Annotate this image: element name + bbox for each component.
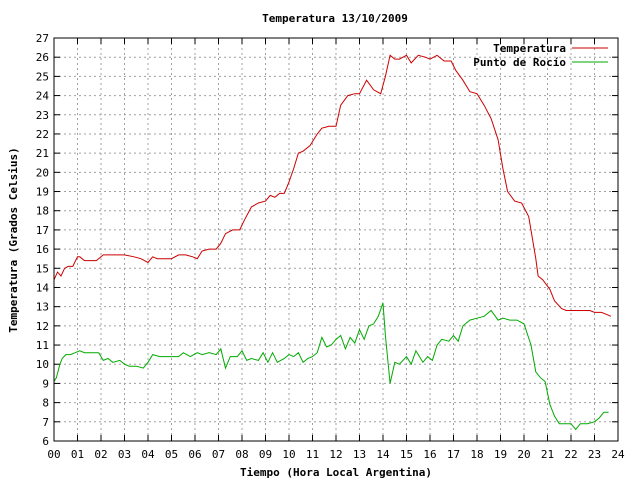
y-axis-label: Temperatura (Grados Celsius) [7, 147, 20, 332]
y-tick-label: 21 [36, 147, 49, 160]
y-tick-label: 23 [36, 109, 49, 122]
x-tick-label: 00 [47, 448, 60, 461]
chart-title: Temperatura 13/10/2009 [262, 12, 408, 25]
x-axis-label: Tiempo (Hora Local Argentina) [240, 466, 432, 479]
x-tick-label: 19 [494, 448, 507, 461]
y-tick-label: 8 [42, 397, 49, 410]
x-tick-label: 22 [564, 448, 577, 461]
x-tick-label: 24 [611, 448, 625, 461]
x-tick-label: 02 [94, 448, 107, 461]
legend-label: Temperatura [493, 42, 566, 55]
x-tick-label: 16 [423, 448, 436, 461]
x-tick-label: 09 [259, 448, 272, 461]
y-tick-label: 26 [36, 51, 49, 64]
y-tick-label: 9 [42, 377, 49, 390]
x-tick-label: 21 [541, 448, 554, 461]
y-tick-label: 24 [36, 90, 50, 103]
x-tick-label: 01 [71, 448, 84, 461]
x-tick-label: 12 [329, 448, 342, 461]
y-tick-label: 20 [36, 166, 49, 179]
legend-label: Punto de Rocío [473, 56, 566, 69]
x-tick-label: 08 [235, 448, 248, 461]
series-lines [53, 54, 612, 431]
series-line-temperatura [53, 54, 612, 317]
y-tick-label: 22 [36, 128, 49, 141]
y-tick-label: 27 [36, 32, 49, 45]
x-tick-label: 04 [141, 448, 155, 461]
x-tick-label: 13 [353, 448, 366, 461]
y-tick-label: 6 [42, 435, 49, 448]
y-tick-label: 12 [36, 320, 49, 333]
y-tick-label: 13 [36, 301, 49, 314]
x-tick-label: 03 [118, 448, 131, 461]
y-tick-label: 14 [36, 281, 50, 294]
y-tick-label: 11 [36, 339, 49, 352]
y-tick-label: 19 [36, 186, 49, 199]
y-tick-label: 17 [36, 224, 49, 237]
x-tick-label: 15 [400, 448, 413, 461]
axis-ticks: 6 7 8 9 10 11 12 13 14 15 16 17 18 19 20 21 22 23 24 25 26 27… [36, 32, 625, 461]
x-tick-label: 20 [517, 448, 530, 461]
plot-frame [53, 37, 619, 442]
x-tick-label: 17 [447, 448, 460, 461]
y-tick-label: 16 [36, 243, 49, 256]
x-tick-label: 23 [588, 448, 601, 461]
x-tick-label: 11 [306, 448, 319, 461]
y-tick-label: 10 [36, 358, 49, 371]
y-tick-label: 18 [36, 205, 49, 218]
y-tick-label: 15 [36, 262, 49, 275]
x-tick-label: 06 [188, 448, 201, 461]
y-tick-label: 25 [36, 70, 49, 83]
y-tick-label: 7 [42, 416, 49, 429]
series-line-punto-de-rocio [53, 302, 609, 431]
x-tick-label: 10 [282, 448, 295, 461]
x-tick-label: 07 [212, 448, 225, 461]
x-tick-label: 14 [376, 448, 390, 461]
x-tick-label: 18 [470, 448, 483, 461]
x-tick-label: 05 [165, 448, 178, 461]
grid-lines [54, 38, 618, 441]
